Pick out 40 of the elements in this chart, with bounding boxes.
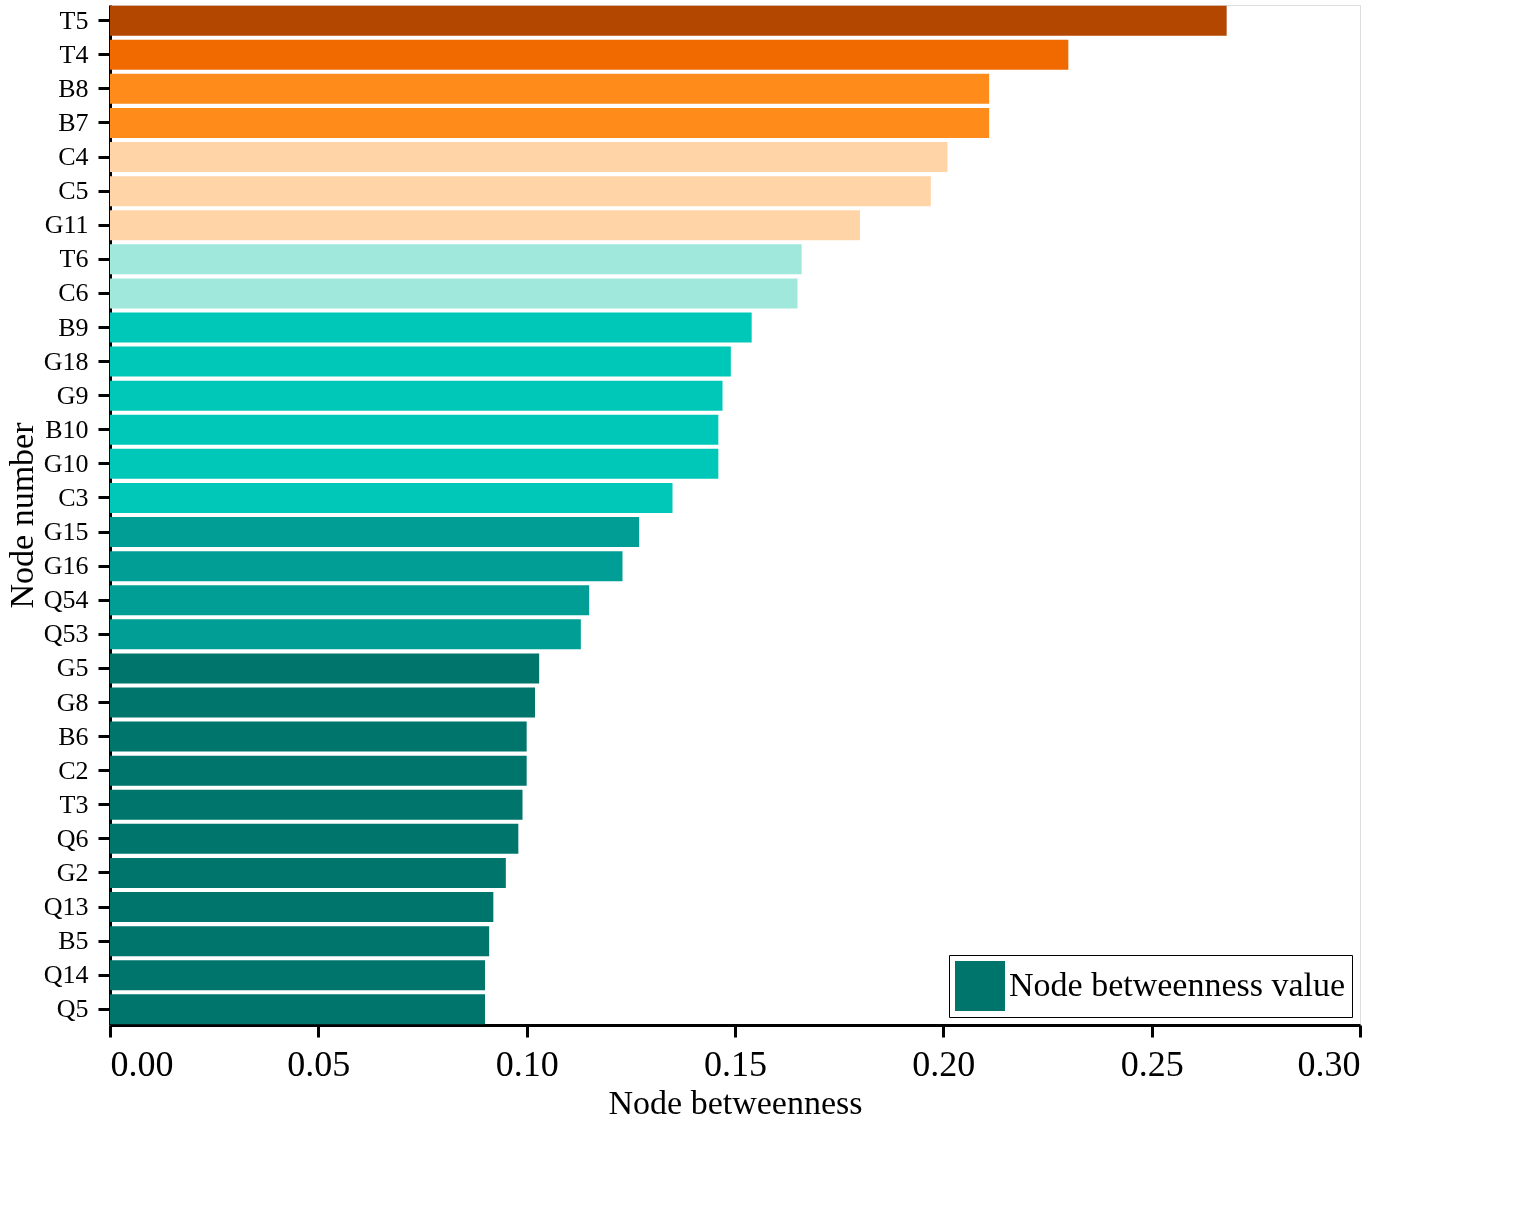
- y-tick-label: G18: [43, 346, 89, 376]
- y-tick-label: Q6: [56, 823, 89, 853]
- y-tick-label: T6: [59, 244, 89, 274]
- x-tick-label: 0.10: [495, 1043, 559, 1084]
- legend-label: Node betweenness value: [1009, 966, 1346, 1003]
- y-tick-label: B8: [58, 73, 89, 103]
- y-tick-label: T3: [59, 789, 89, 819]
- x-tick-label: 0.20: [912, 1043, 976, 1084]
- y-tick-label: G5: [56, 653, 89, 683]
- y-tick-label: B6: [58, 721, 89, 751]
- y-tick-label: T4: [59, 39, 89, 69]
- x-tick-label: 0.00: [110, 1043, 174, 1084]
- y-tick-label: G9: [56, 380, 89, 410]
- y-tick-label: G2: [56, 857, 89, 887]
- x-tick-label: 0.25: [1120, 1043, 1184, 1084]
- y-tick-label: B5: [58, 926, 89, 956]
- x-tick-label: 0.15: [704, 1043, 767, 1084]
- y-tick-label: Q14: [43, 960, 89, 990]
- y-tick-label: T5: [59, 5, 89, 35]
- y-tick-label: G16: [43, 551, 89, 581]
- y-tick-label: Q53: [43, 619, 89, 649]
- y-tick-label: C5: [58, 176, 89, 206]
- y-tick-label: C2: [58, 755, 89, 785]
- y-tick-label: Q54: [43, 585, 89, 615]
- y-tick-label: B10: [45, 414, 89, 444]
- y-tick-label: G15: [43, 517, 89, 547]
- y-tick-label: B9: [58, 312, 89, 342]
- y-tick-label: B7: [58, 107, 89, 137]
- x-tick-label: 0.30: [1297, 1043, 1361, 1084]
- y-tick-label: Q5: [56, 994, 89, 1024]
- y-tick-label: C6: [58, 278, 89, 308]
- y-tick-label: C4: [58, 142, 89, 172]
- y-tick-label: Q13: [43, 892, 89, 922]
- y-tick-label: G8: [56, 687, 89, 717]
- x-tick-label: 0.05: [287, 1043, 351, 1084]
- x-axis-title: Node betweenness: [608, 1083, 863, 1121]
- y-axis-title: Node number: [2, 421, 40, 609]
- y-tick-label: G11: [44, 210, 89, 240]
- y-tick-label: C3: [58, 482, 89, 512]
- y-tick-label: G10: [43, 448, 89, 478]
